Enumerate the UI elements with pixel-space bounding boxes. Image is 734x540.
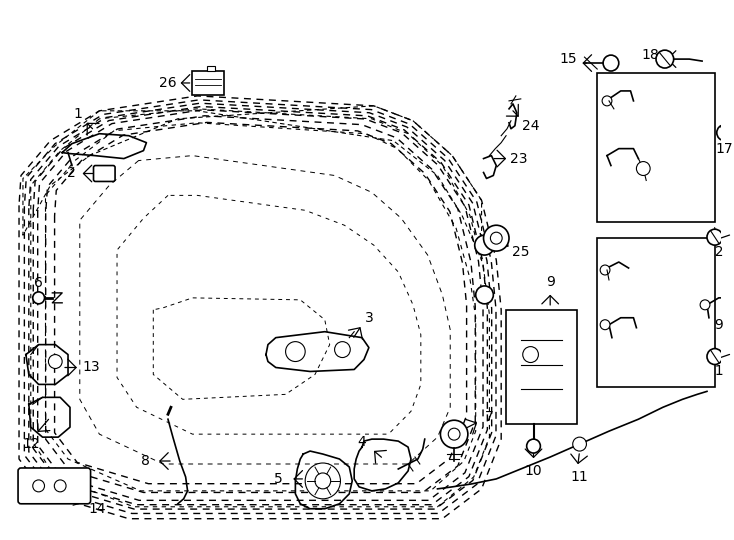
Circle shape — [527, 439, 540, 453]
Text: 21: 21 — [706, 364, 724, 379]
Text: 13: 13 — [83, 361, 101, 375]
Circle shape — [48, 355, 62, 368]
Bar — [597, 238, 715, 387]
Text: 1: 1 — [73, 107, 82, 121]
Text: 11: 11 — [571, 470, 589, 484]
Circle shape — [54, 480, 66, 492]
Text: 10: 10 — [525, 464, 542, 478]
Text: 7: 7 — [485, 410, 494, 424]
Circle shape — [603, 55, 619, 71]
Text: 5: 5 — [275, 472, 283, 486]
Text: 22: 22 — [706, 245, 724, 259]
Text: 9: 9 — [546, 275, 555, 289]
Circle shape — [700, 300, 710, 310]
Circle shape — [33, 480, 45, 492]
Circle shape — [305, 463, 341, 499]
FancyBboxPatch shape — [93, 166, 115, 181]
Text: 17: 17 — [716, 141, 733, 156]
Circle shape — [490, 232, 502, 244]
Text: 8: 8 — [141, 454, 150, 468]
Bar — [597, 73, 715, 222]
Text: 26: 26 — [159, 76, 177, 90]
Text: 20: 20 — [606, 242, 628, 258]
Text: 24: 24 — [522, 119, 539, 133]
Circle shape — [475, 235, 494, 255]
Text: 3: 3 — [365, 310, 374, 325]
Text: 12: 12 — [22, 437, 40, 451]
Circle shape — [286, 342, 305, 361]
Bar — [506, 310, 577, 424]
Bar — [192, 71, 224, 95]
Text: 18: 18 — [642, 48, 659, 62]
Circle shape — [476, 286, 493, 304]
Circle shape — [335, 342, 350, 357]
FancyBboxPatch shape — [18, 468, 90, 504]
Circle shape — [707, 229, 723, 245]
Text: 15: 15 — [559, 52, 577, 66]
Circle shape — [33, 292, 45, 304]
Text: 23: 23 — [510, 152, 528, 166]
Text: 16: 16 — [667, 123, 688, 138]
Text: 25: 25 — [512, 245, 529, 259]
Circle shape — [636, 161, 650, 176]
Circle shape — [484, 225, 509, 251]
Circle shape — [523, 347, 539, 362]
Text: 2: 2 — [67, 166, 76, 180]
Circle shape — [656, 50, 674, 68]
Circle shape — [707, 349, 723, 365]
Circle shape — [440, 420, 468, 448]
Circle shape — [717, 125, 733, 140]
Circle shape — [448, 428, 460, 440]
Text: 4: 4 — [357, 435, 366, 449]
Text: 6: 6 — [34, 276, 43, 290]
Circle shape — [600, 320, 610, 330]
Text: 14: 14 — [89, 502, 106, 516]
Bar — [207, 66, 215, 71]
Circle shape — [602, 96, 612, 106]
Circle shape — [573, 437, 586, 451]
Circle shape — [600, 265, 610, 275]
Circle shape — [315, 473, 330, 489]
Text: 19: 19 — [706, 318, 724, 332]
